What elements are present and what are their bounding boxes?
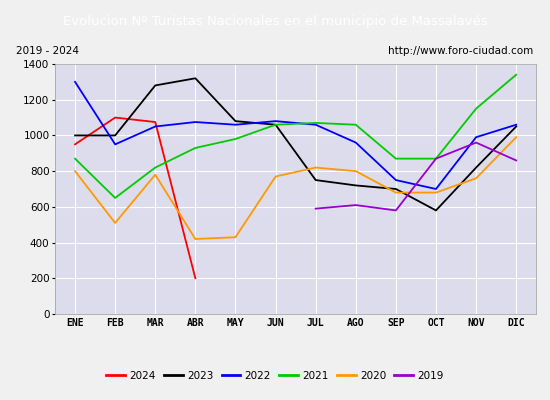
Text: http://www.foro-ciudad.com: http://www.foro-ciudad.com: [388, 46, 534, 56]
Text: Evolucion Nº Turistas Nacionales en el municipio de Massalavés: Evolucion Nº Turistas Nacionales en el m…: [63, 14, 487, 28]
Text: 2019 - 2024: 2019 - 2024: [16, 46, 79, 56]
Legend: 2024, 2023, 2022, 2021, 2020, 2019: 2024, 2023, 2022, 2021, 2020, 2019: [103, 368, 447, 384]
